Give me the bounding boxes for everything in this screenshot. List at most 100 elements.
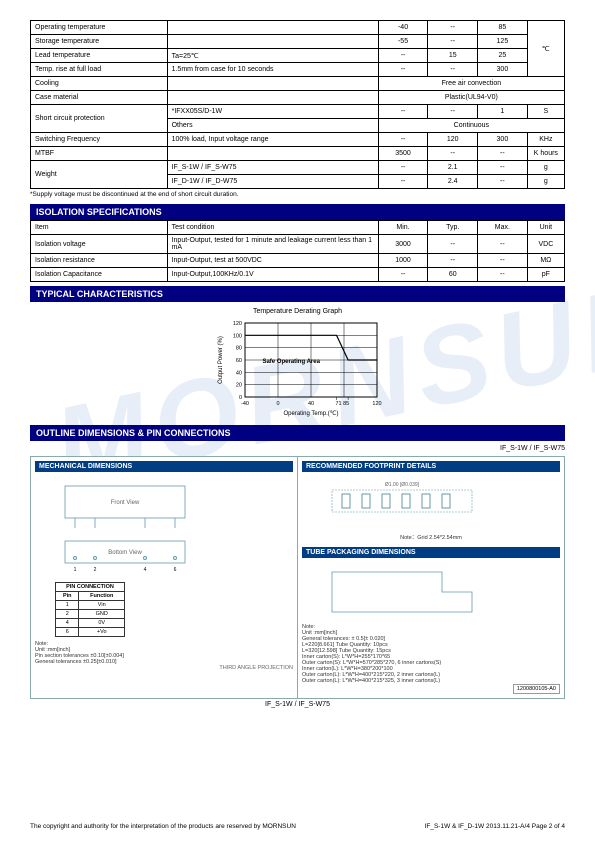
iso-hdr-cond: Test condition: [167, 221, 378, 235]
front-view-drawing: Front View: [35, 476, 255, 534]
cell: --: [428, 63, 478, 77]
row-op-temp-max: 85: [478, 21, 528, 35]
cell: Continuous: [378, 119, 564, 133]
pin-func: Vin: [79, 601, 125, 610]
svg-text:80: 80: [235, 346, 241, 352]
section-typical: TYPICAL CHARACTERISTICS: [30, 286, 565, 302]
svg-text:Bottom View: Bottom View: [108, 550, 142, 556]
svg-text:100: 100: [232, 333, 241, 339]
dimensions-panel: MECHANICAL DIMENSIONS Front View Bottom …: [30, 456, 565, 699]
pin-func: 0V: [79, 619, 125, 628]
cell: 120: [428, 133, 478, 147]
cell: 300: [478, 63, 528, 77]
cell: --: [378, 105, 428, 119]
cell: [167, 77, 378, 91]
tube-drawing: [302, 562, 522, 622]
temp-unit: ℃: [527, 21, 564, 77]
mech-hdr: MECHANICAL DIMENSIONS: [35, 461, 293, 472]
cell: 2.4: [428, 175, 478, 189]
footprint-col: RECOMMENDED FOOTPRINT DETAILS Ø1.00 [Ø0.…: [297, 457, 564, 698]
chart-title: Temperature Derating Graph: [208, 308, 388, 315]
svg-text:40: 40: [235, 370, 241, 376]
footer-left: The copyright and authority for the inte…: [30, 823, 296, 830]
cell: --: [378, 49, 428, 63]
svg-text:Safe Operating Area: Safe Operating Area: [262, 359, 320, 365]
cell: 60: [428, 268, 478, 282]
cell: Input-Output, test at 500VDC: [167, 254, 378, 268]
cell: 1: [478, 105, 528, 119]
pin-cell: 6: [56, 628, 79, 637]
row-case-val: Plastic(UL94-V0): [378, 91, 564, 105]
footer: The copyright and authority for the inte…: [30, 823, 565, 830]
cell: 300: [478, 133, 528, 147]
content-wrapper: Operating temperature -40 -- 85 ℃ Storag…: [30, 20, 565, 708]
model-label-bottom: IF_S-1W / IF_S-W75: [30, 701, 565, 708]
cell: 15: [428, 49, 478, 63]
cell: --: [428, 35, 478, 49]
cell: 1.5mm from case for 10 seconds: [167, 63, 378, 77]
cell: --: [478, 268, 528, 282]
iso-hdr-item: Item: [31, 221, 168, 235]
cell: -55: [378, 35, 428, 49]
cell: 2.1: [428, 161, 478, 175]
cell: --: [478, 235, 528, 254]
foot-hdr: RECOMMENDED FOOTPRINT DETAILS: [302, 461, 560, 472]
iso-voltage: Isolation voltage: [31, 235, 168, 254]
iso-hdr-min: Min.: [378, 221, 428, 235]
third-angle: THIRD ANGLE PROJECTION: [35, 665, 293, 671]
svg-text:-40: -40: [241, 401, 249, 407]
svg-text:120: 120: [232, 321, 241, 327]
iso-hdr-unit: Unit: [527, 221, 564, 235]
row-mtbf-item: MTBF: [31, 147, 168, 161]
cell: --: [478, 175, 528, 189]
iso-hdr-max: Max.: [478, 221, 528, 235]
svg-text:Operating Temp.(℃): Operating Temp.(℃): [283, 411, 338, 417]
mechanical-col: MECHANICAL DIMENSIONS Front View Bottom …: [31, 457, 297, 698]
cell: 100% load, Input voltage range: [167, 133, 378, 147]
derating-chart: Temperature Derating Graph Safe Operatin…: [208, 308, 388, 419]
svg-text:40: 40: [307, 401, 313, 407]
cell: KHz: [527, 133, 564, 147]
cell: Input-Output, tested for 1 minute and le…: [167, 235, 378, 254]
isolation-table: Item Test condition Min. Typ. Max. Unit …: [30, 220, 565, 282]
cell: --: [428, 147, 478, 161]
cell: 1000: [378, 254, 428, 268]
pin-hdr: PIN CONNECTION: [56, 583, 125, 592]
tube-notes: Note:Unit :mm[inch]General tolerances: ±…: [302, 624, 560, 684]
cell: --: [478, 147, 528, 161]
cell: --: [378, 63, 428, 77]
cell: g: [527, 175, 564, 189]
cell: --: [378, 161, 428, 175]
cell: VDC: [527, 235, 564, 254]
cell: MΩ: [527, 254, 564, 268]
row-weight-item: Weight: [31, 161, 168, 189]
cell: --: [428, 254, 478, 268]
pin-cell: 4: [56, 619, 79, 628]
row-lead-item: Lead temperature: [31, 49, 168, 63]
cell: IF_S-1W / IF_S-W75: [167, 161, 378, 175]
cell: --: [378, 133, 428, 147]
cell: pF: [527, 268, 564, 282]
cell: K hours: [527, 147, 564, 161]
cell: --: [378, 175, 428, 189]
cell: IF_D-1W / IF_D-W75: [167, 175, 378, 189]
func-col: Function: [79, 592, 125, 601]
pin-func: GND: [79, 610, 125, 619]
row-case-item: Case material: [31, 91, 168, 105]
cell: g: [527, 161, 564, 175]
row-temprise-item: Temp. rise at full load: [31, 63, 168, 77]
cell: --: [428, 105, 478, 119]
row-op-temp-typ: --: [428, 21, 478, 35]
svg-text:Ø1.00 [Ø0.039]: Ø1.00 [Ø0.039]: [385, 482, 420, 488]
footprint-drawing: Ø1.00 [Ø0.039]: [302, 476, 522, 531]
pin-table: PIN CONNECTION PinFunction 1Vin 2GND 40V…: [55, 582, 125, 637]
row-cooling-val: Free air convection: [378, 77, 564, 91]
cell: --: [478, 161, 528, 175]
cell: Ta=25℃: [167, 49, 378, 63]
iso-resistance: Isolation resistance: [31, 254, 168, 268]
footer-right: IF_S-1W & IF_D-1W 2013.11.21-A/4 Page 2 …: [425, 823, 565, 830]
row-op-temp-item: Operating temperature: [31, 21, 168, 35]
iso-hdr-typ: Typ.: [428, 221, 478, 235]
pin-func: +Vo: [79, 628, 125, 637]
cell: 25: [478, 49, 528, 63]
